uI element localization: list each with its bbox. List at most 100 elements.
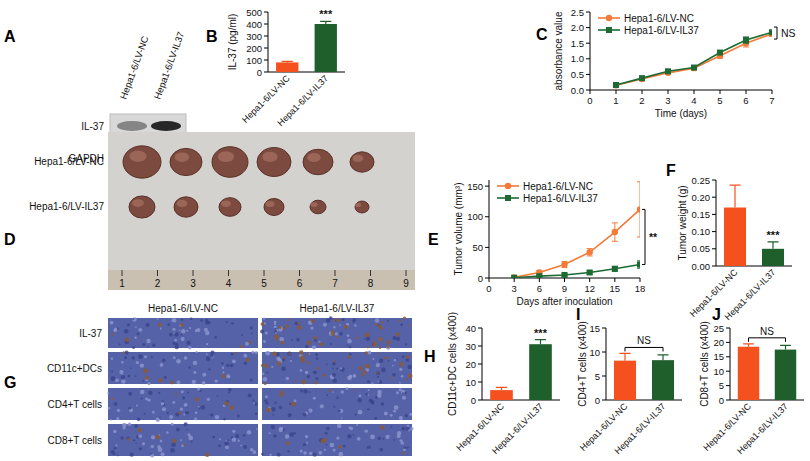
stain-spot <box>378 324 382 328</box>
tissue-texture <box>407 365 412 370</box>
tissue-texture <box>138 328 142 332</box>
tissue-texture <box>305 345 309 349</box>
y-axis <box>268 12 269 72</box>
stain-spot <box>127 438 130 441</box>
tissue-texture <box>243 445 247 449</box>
series-line <box>514 209 640 277</box>
ruler-tick <box>193 270 194 276</box>
tissue-texture <box>142 380 144 382</box>
data-point <box>613 82 619 88</box>
tissue-texture <box>174 332 178 336</box>
y-tick <box>586 90 590 91</box>
tissue-texture <box>111 376 116 381</box>
tissue-texture <box>402 396 406 400</box>
error-bar <box>743 344 754 347</box>
tissue-texture <box>114 447 117 450</box>
panel-label: H <box>424 348 436 365</box>
data-point <box>586 249 592 255</box>
stain-spot <box>323 374 326 377</box>
tissue-texture <box>377 324 381 328</box>
stain-spot <box>278 365 280 367</box>
tissue-texture <box>372 358 374 360</box>
tissue-texture <box>386 435 390 439</box>
tumor <box>123 146 161 178</box>
error-bar <box>282 61 293 63</box>
tumor <box>310 200 326 214</box>
tissue-texture <box>336 367 338 369</box>
tissue-texture <box>226 364 229 367</box>
tissue-texture <box>240 444 242 446</box>
y-tick-label: 20 <box>465 359 476 370</box>
stain-spot <box>285 325 288 328</box>
tissue-texture <box>120 436 123 439</box>
tissue-texture <box>340 367 344 371</box>
tissue-texture <box>175 345 179 349</box>
tissue-texture <box>181 390 184 393</box>
tissue-texture <box>124 356 127 359</box>
tissue-texture <box>377 376 379 378</box>
stain-spot <box>387 340 391 344</box>
y-tick-label: 150 <box>467 181 483 192</box>
y-axis <box>730 328 731 400</box>
panel-label: I <box>576 306 580 323</box>
y-tick-label: 20 <box>713 337 724 348</box>
stain-spot <box>283 327 286 330</box>
annotation: ** <box>649 231 658 243</box>
x-tick <box>694 90 695 94</box>
data-point <box>691 65 697 71</box>
stain-spot <box>356 336 359 339</box>
x-tick <box>514 278 515 282</box>
stain-spot <box>283 356 286 359</box>
tissue-texture <box>198 408 200 410</box>
panel-label: D <box>4 231 16 248</box>
tissue-texture <box>388 360 390 362</box>
stain-spot <box>180 323 184 327</box>
tissue-texture <box>394 439 396 441</box>
tissue-texture <box>356 424 358 426</box>
annotation: NS <box>637 335 651 346</box>
tissue-texture <box>330 443 335 448</box>
x-tick <box>772 90 773 94</box>
y-tick-label: 5 <box>595 371 600 382</box>
stain-spot <box>275 339 277 341</box>
tissue-texture <box>375 318 380 323</box>
tissue-texture <box>338 452 343 457</box>
tissue-texture <box>405 414 408 417</box>
tissue-texture <box>169 415 173 419</box>
tissue-texture <box>121 379 125 383</box>
tumor-highlight <box>177 200 188 207</box>
column-label: Hepa1-6/LV-NC <box>148 303 218 314</box>
tissue-texture <box>206 356 211 361</box>
tissue-texture <box>170 448 175 453</box>
tissue-texture <box>250 379 253 382</box>
tissue-texture <box>316 358 318 360</box>
error-bar <box>562 261 568 267</box>
tissue-texture <box>231 322 234 325</box>
x-tick <box>590 90 591 94</box>
tissue-texture <box>409 413 412 416</box>
tissue-texture <box>195 330 197 332</box>
stain-spot <box>337 318 341 322</box>
tumor <box>257 148 291 177</box>
y-tick-label: 0.05 <box>692 243 711 254</box>
tissue-texture <box>216 395 218 397</box>
stain-spot <box>355 389 357 391</box>
tissue-texture <box>313 452 317 456</box>
category-label: Hepa1-6/LV-IL37 <box>723 267 778 322</box>
tissue-texture <box>114 328 117 331</box>
tissue-texture <box>274 321 277 324</box>
tissue-texture <box>285 434 289 438</box>
x-tick <box>564 278 565 282</box>
row-label: Hepa1-6/LV-NC <box>34 156 104 167</box>
ruler-tick <box>228 270 229 276</box>
tissue-texture <box>265 331 268 334</box>
tissue-texture <box>184 356 188 360</box>
tissue-texture <box>136 361 139 364</box>
x-tick <box>668 90 669 94</box>
tissue-texture <box>357 398 362 403</box>
stain-spot <box>336 336 338 338</box>
tissue-texture <box>173 356 176 359</box>
tissue-texture <box>174 339 177 342</box>
tissue-texture <box>127 323 130 326</box>
tissue-texture <box>281 366 286 371</box>
